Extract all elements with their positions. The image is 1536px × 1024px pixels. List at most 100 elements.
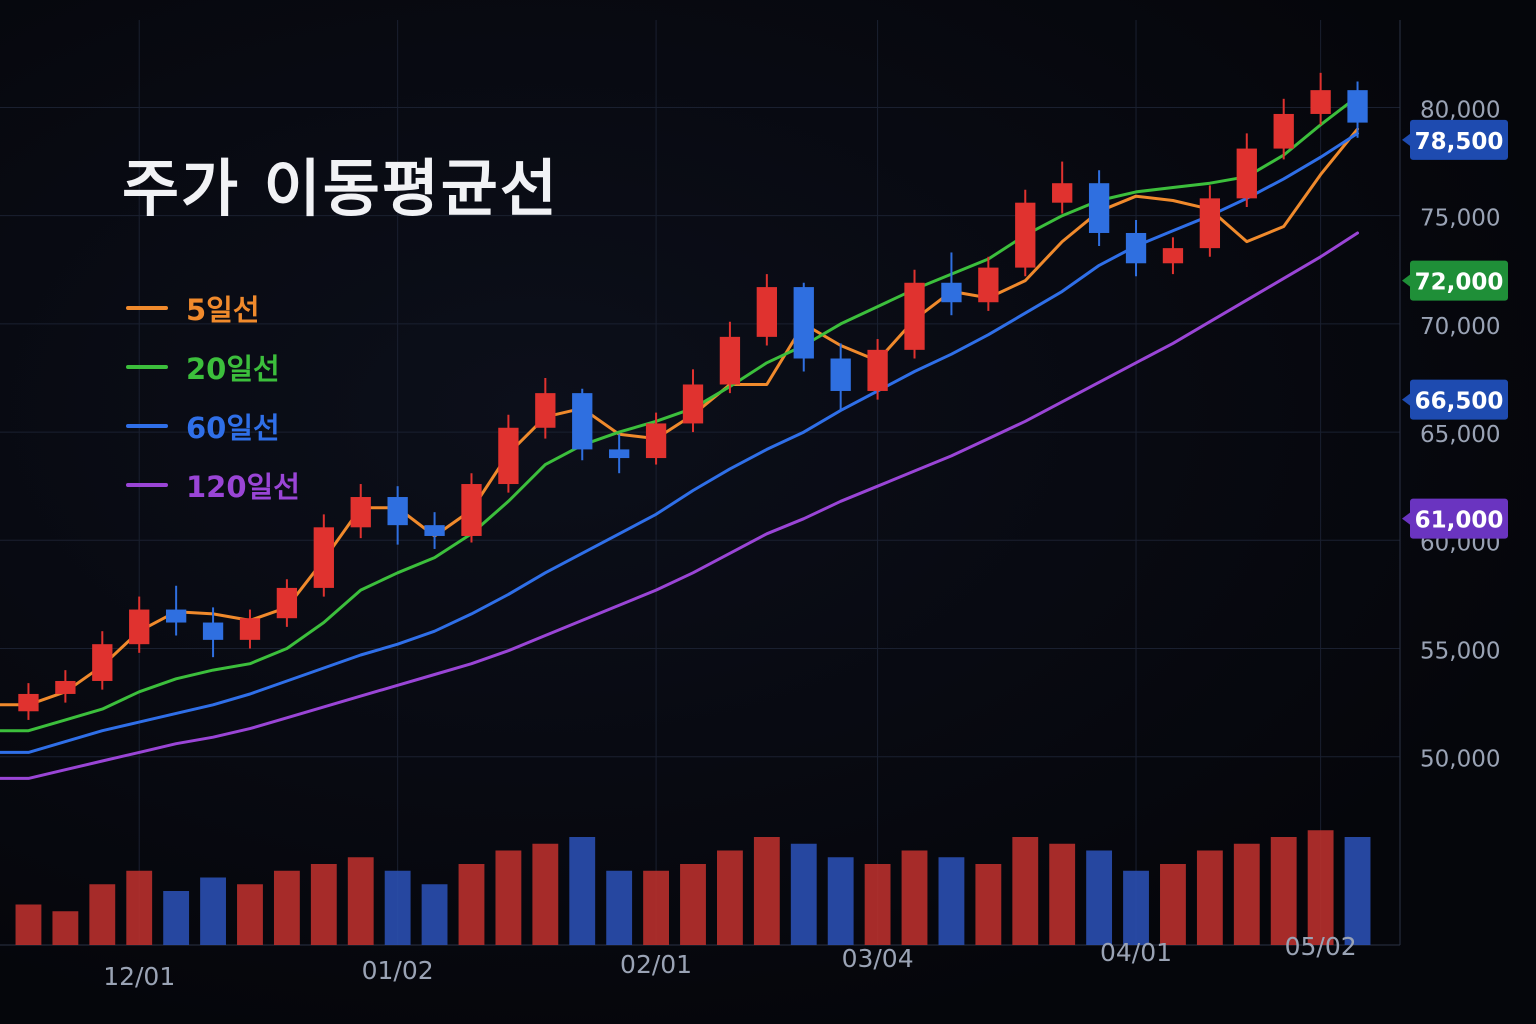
x-tick-label: 05/02: [1285, 932, 1357, 961]
y-tick-label: 55,000: [1420, 639, 1500, 665]
legend-item-ma5: 5일선: [126, 278, 300, 337]
volume-bar: [680, 864, 706, 945]
legend-swatch-ma120: [126, 482, 168, 487]
legend-swatch-ma20: [126, 364, 168, 369]
price-tag-label: 72,000: [1415, 270, 1504, 296]
candle-body: [1347, 90, 1368, 123]
volume-bar: [273, 870, 300, 945]
candle-body: [1273, 113, 1294, 149]
candle-body: [202, 622, 224, 640]
ma-line-120일선: [0, 231, 1359, 780]
chart-title: 주가 이동평균선: [122, 152, 559, 225]
candle-body: [18, 693, 39, 712]
candle-body: [55, 680, 76, 694]
volume-bar: [938, 857, 965, 945]
volume-bar: [126, 870, 153, 945]
price-tag-pointer: [1402, 274, 1410, 287]
candle-body: [978, 267, 999, 303]
x-tick-label: 02/01: [620, 950, 692, 979]
candle-body: [276, 587, 298, 619]
candle-body: [239, 618, 261, 640]
volume-bar: [569, 837, 596, 945]
x-tick-label: 12/01: [103, 962, 175, 991]
price-tag-box: [1410, 260, 1508, 301]
candle-body: [1088, 183, 1110, 233]
candle-body: [904, 282, 925, 350]
legend-label-ma120: 120일선: [186, 469, 300, 504]
volume-bar: [1160, 864, 1186, 945]
volume-bar: [1012, 837, 1039, 945]
candle-body: [572, 393, 593, 450]
volume-bar: [716, 850, 743, 945]
candle-body: [1052, 183, 1073, 203]
candle-body: [1015, 202, 1036, 268]
moving-average-lines: [0, 95, 1359, 780]
volume-bar: [901, 850, 928, 945]
legend-item-ma120: 120일선: [126, 455, 300, 514]
volume-bar: [1086, 850, 1113, 945]
volume-bar: [1344, 837, 1371, 945]
candle-body: [129, 609, 150, 645]
volume-bar: [1123, 870, 1149, 945]
legend-label-ma60: 60일선: [186, 410, 280, 445]
candle-body: [1199, 198, 1221, 249]
volume-bar: [1196, 850, 1223, 945]
candle-body: [498, 427, 519, 485]
volume-bar: [827, 857, 854, 945]
volume-bar: [421, 884, 448, 945]
price-tag-label: 78,500: [1415, 129, 1504, 155]
volume-bar: [643, 870, 670, 945]
volume-bar: [347, 857, 374, 945]
legend-label-ma5: 5일선: [186, 292, 260, 327]
price-tag-pointer: [1402, 133, 1410, 146]
volume-bar: [1270, 837, 1297, 945]
candle-body: [535, 393, 556, 428]
candle-body: [165, 609, 187, 623]
volume-bar: [1233, 843, 1260, 945]
candle-body: [92, 644, 113, 681]
price-tag-box: [1410, 379, 1508, 420]
y-tick-label: 75,000: [1420, 206, 1500, 232]
candle-body: [682, 384, 704, 424]
candle-body: [424, 525, 445, 536]
volume-bar: [864, 864, 891, 945]
y-tick-label: 65,000: [1420, 422, 1500, 448]
legend-item-ma60: 60일선: [126, 396, 300, 455]
price-tag-box: [1410, 498, 1508, 539]
ma-line-5일선: [0, 127, 1359, 707]
volume-bar: [495, 850, 522, 945]
candlesticks: [18, 72, 1368, 720]
volume-bar: [163, 891, 190, 945]
x-tick-label: 01/02: [362, 956, 434, 985]
volume-bar: [975, 864, 1002, 945]
price-tag-pointer: [1402, 393, 1410, 406]
price-tag-label: 66,500: [1415, 389, 1504, 415]
volume-bar: [310, 864, 337, 945]
candle-body: [1236, 148, 1257, 199]
candle-body: [830, 358, 851, 391]
volume-bar: [89, 884, 116, 945]
legend-label-ma20: 20일선: [186, 351, 280, 386]
axes: 50,00055,00060,00065,00070,00075,00080,0…: [103, 97, 1500, 991]
candle-body: [1125, 232, 1147, 264]
volume-bar: [384, 870, 411, 945]
candle-body: [461, 484, 482, 536]
volume-bar: [52, 911, 79, 945]
candle-body: [1162, 248, 1184, 264]
volume-bar: [458, 864, 485, 945]
price-tags: 78,500 72,000 66,500 61,000: [1402, 119, 1508, 539]
legend-swatch-ma5: [126, 305, 168, 310]
legend-swatch-ma60: [126, 423, 168, 428]
ma-line-20일선: [0, 95, 1359, 733]
volume-bar: [200, 877, 226, 945]
volume-bar: [790, 843, 817, 945]
y-tick-label: 50,000: [1420, 747, 1500, 773]
candle-body: [645, 423, 667, 459]
candle-body: [719, 336, 741, 385]
volume-bar: [1307, 830, 1334, 945]
volume-bar: [237, 884, 263, 945]
candle-body: [609, 449, 630, 459]
candle-body: [313, 527, 334, 588]
candle-body: [941, 282, 962, 303]
